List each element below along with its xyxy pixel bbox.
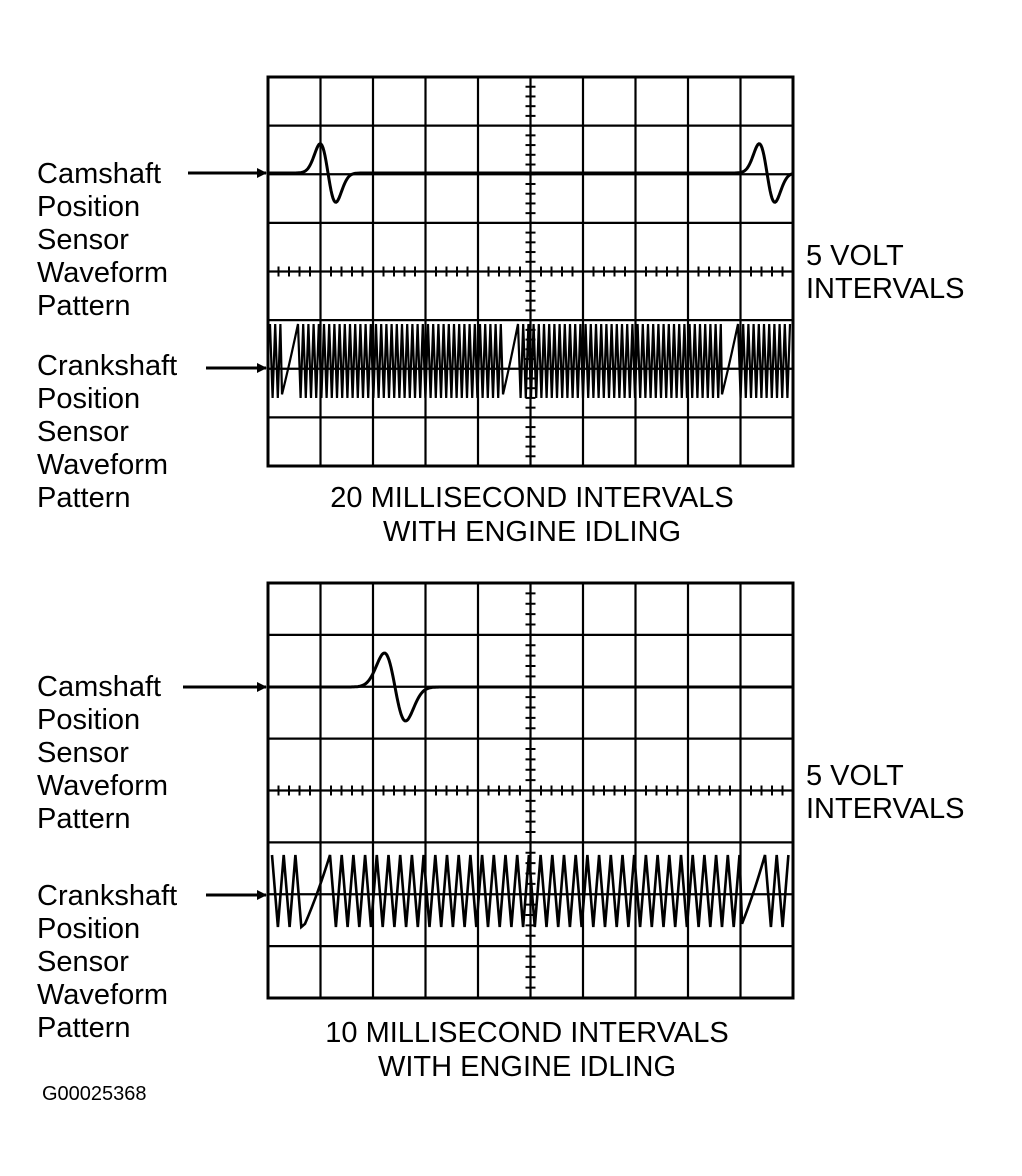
crankshaft-waveform	[270, 854, 790, 930]
scope-grid	[266, 581, 795, 1000]
caption-line: WITH ENGINE IDLING	[383, 516, 681, 548]
camshaft-label: Camshaft Position Sensor Waveform Patter…	[37, 158, 168, 322]
label-line: Sensor	[37, 416, 129, 448]
crankshaft-waveform	[268, 323, 792, 399]
label-line: Crankshaft	[37, 350, 177, 382]
crankshaft-label: Crankshaft Position Sensor Waveform Patt…	[37, 350, 177, 514]
camshaft-waveform	[268, 142, 794, 204]
label-line: Position	[37, 704, 140, 736]
label-line: Sensor	[37, 737, 129, 769]
label-line: Waveform	[37, 770, 168, 802]
label-line: Waveform	[37, 257, 168, 289]
caption-line: 20 MILLISECOND INTERVALS	[330, 482, 733, 514]
scope-panel-10ms: Camshaft Position Sensor Waveform Patter…	[37, 581, 964, 1083]
label-line: 5 VOLT	[806, 240, 904, 272]
caption-line: 10 MILLISECOND INTERVALS	[325, 1017, 728, 1049]
label-line: Pattern	[37, 1012, 131, 1044]
volt-interval-label: 5 VOLT INTERVALS	[806, 240, 964, 305]
label-line: Pattern	[37, 290, 131, 322]
label-line: Sensor	[37, 224, 129, 256]
camshaft-waveform	[268, 651, 793, 723]
time-interval-caption: 20 MILLISECOND INTERVALS WITH ENGINE IDL…	[330, 482, 733, 548]
label-line: Waveform	[37, 449, 168, 481]
scope-grid	[266, 75, 795, 468]
label-line: 5 VOLT	[806, 760, 904, 792]
camshaft-label: Camshaft Position Sensor Waveform Patter…	[37, 671, 168, 835]
crankshaft-label: Crankshaft Position Sensor Waveform Patt…	[37, 880, 177, 1044]
label-line: Camshaft	[37, 671, 161, 703]
label-line: Pattern	[37, 803, 131, 835]
label-line: Waveform	[37, 979, 168, 1011]
label-line: Position	[37, 191, 140, 223]
label-line: INTERVALS	[806, 793, 964, 825]
label-line: INTERVALS	[806, 273, 964, 305]
scope-panel-20ms: Camshaft Position Sensor Waveform Patter…	[37, 75, 964, 548]
label-line: Position	[37, 913, 140, 945]
label-line: Position	[37, 383, 140, 415]
label-line: Camshaft	[37, 158, 161, 190]
label-line: Crankshaft	[37, 880, 177, 912]
caption-line: WITH ENGINE IDLING	[378, 1051, 676, 1083]
label-line: Sensor	[37, 946, 129, 978]
figure-id: G00025368	[42, 1083, 147, 1105]
time-interval-caption: 10 MILLISECOND INTERVALS WITH ENGINE IDL…	[325, 1017, 728, 1083]
label-line: Pattern	[37, 482, 131, 514]
volt-interval-label: 5 VOLT INTERVALS	[806, 760, 964, 825]
